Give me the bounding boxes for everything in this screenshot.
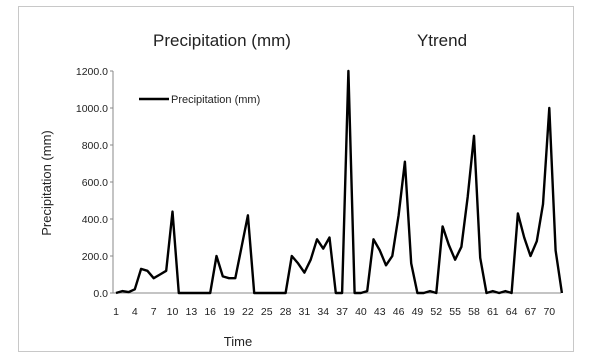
precipitation-chart: Precipitation (mm) Ytrend Precipitation … bbox=[39, 31, 564, 349]
chart-title-left: Precipitation (mm) bbox=[153, 31, 291, 50]
series-group bbox=[115, 69, 564, 295]
y-axis-ticks: 0.0 200.0 400.0 600.0 800.0 1000.0 1200.0 bbox=[76, 66, 113, 300]
legend: Precipitation (mm) bbox=[139, 94, 260, 106]
x-tick-label: 61 bbox=[487, 306, 499, 318]
y-tick-label: 1200.0 bbox=[76, 66, 108, 78]
x-tick-label: 22 bbox=[242, 306, 254, 318]
x-tick-label: 31 bbox=[299, 306, 311, 318]
x-tick-label: 10 bbox=[167, 306, 179, 318]
x-tick-label: 67 bbox=[525, 306, 537, 318]
legend-label: Precipitation (mm) bbox=[171, 94, 260, 106]
x-tick-label: 46 bbox=[393, 306, 405, 318]
x-tick-label: 49 bbox=[412, 306, 424, 318]
y-tick-label: 0.0 bbox=[93, 288, 108, 300]
y-tick-label: 200.0 bbox=[82, 251, 108, 263]
x-tick-label: 1 bbox=[113, 306, 119, 318]
x-tick-label: 52 bbox=[430, 306, 442, 318]
x-axis-title: Time bbox=[224, 334, 252, 349]
y-tick-label: 1000.0 bbox=[76, 103, 108, 115]
x-tick-label: 4 bbox=[132, 306, 138, 318]
x-axis-ticks: 1 4 7 10 13 16 19 22 25 28 31 34 37 40 43 46 49 52 55 58 61 6… bbox=[113, 306, 555, 318]
y-tick-label: 600.0 bbox=[82, 177, 108, 189]
y-tick-label: 800.0 bbox=[82, 140, 108, 152]
x-tick-label: 25 bbox=[261, 306, 273, 318]
y-tick-label: 400.0 bbox=[82, 214, 108, 226]
x-tick-label: 13 bbox=[186, 306, 198, 318]
x-tick-label: 55 bbox=[449, 306, 461, 318]
x-tick-label: 70 bbox=[543, 306, 555, 318]
chart-frame: Precipitation (mm) Ytrend Precipitation … bbox=[18, 6, 574, 352]
x-tick-label: 43 bbox=[374, 306, 386, 318]
series-line-precipitation bbox=[115, 69, 564, 295]
y-axis-title: Precipitation (mm) bbox=[39, 130, 54, 235]
x-tick-label: 40 bbox=[355, 306, 367, 318]
x-tick-label: 16 bbox=[204, 306, 216, 318]
x-tick-label: 64 bbox=[506, 306, 518, 318]
x-tick-label: 37 bbox=[336, 306, 348, 318]
x-tick-label: 28 bbox=[280, 306, 292, 318]
chart-title-right: Ytrend bbox=[417, 31, 467, 50]
x-tick-label: 34 bbox=[317, 306, 329, 318]
x-tick-label: 7 bbox=[151, 306, 157, 318]
x-tick-label: 19 bbox=[223, 306, 235, 318]
x-tick-label: 58 bbox=[468, 306, 480, 318]
